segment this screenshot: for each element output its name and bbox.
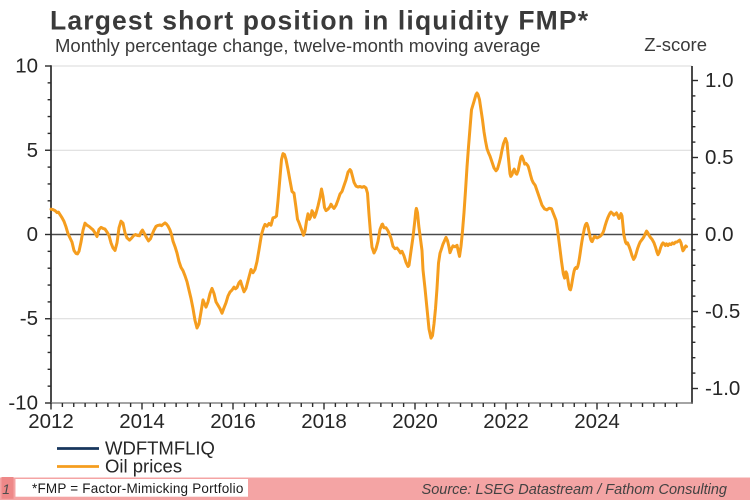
svg-text:1.0: 1.0 — [705, 69, 734, 92]
svg-text:Oil prices: Oil prices — [105, 456, 182, 477]
svg-text:-1.0: -1.0 — [705, 377, 740, 400]
svg-text:0: 0 — [27, 223, 38, 246]
svg-text:*FMP = Factor-Mimicking Portfo: *FMP = Factor-Mimicking Portfolio — [32, 481, 244, 496]
svg-text:2020: 2020 — [392, 410, 438, 433]
svg-text:Z-score: Z-score — [644, 34, 707, 55]
svg-text:1: 1 — [2, 481, 10, 497]
svg-text:-0.5: -0.5 — [705, 300, 740, 323]
svg-text:10: 10 — [15, 55, 38, 78]
svg-text:Monthly percentage change, twe: Monthly percentage change, twelve-month … — [55, 35, 540, 56]
svg-text:2018: 2018 — [301, 410, 347, 433]
svg-text:2014: 2014 — [119, 410, 165, 433]
svg-text:WDFTMFLIQ: WDFTMFLIQ — [105, 438, 215, 459]
svg-text:2012: 2012 — [28, 410, 74, 433]
svg-text:0.5: 0.5 — [705, 146, 734, 169]
svg-text:2024: 2024 — [574, 410, 620, 433]
svg-text:Largest short position in liqu: Largest short position in liquidity FMP* — [50, 6, 589, 36]
svg-text:5: 5 — [27, 139, 38, 162]
svg-text:Source: LSEG Datastream / Fath: Source: LSEG Datastream / Fathom Consult… — [422, 482, 727, 498]
svg-text:2022: 2022 — [483, 410, 529, 433]
svg-text:0.0: 0.0 — [705, 223, 734, 246]
svg-text:-5: -5 — [20, 307, 38, 330]
svg-text:2016: 2016 — [210, 410, 256, 433]
svg-text:-10: -10 — [8, 392, 38, 415]
